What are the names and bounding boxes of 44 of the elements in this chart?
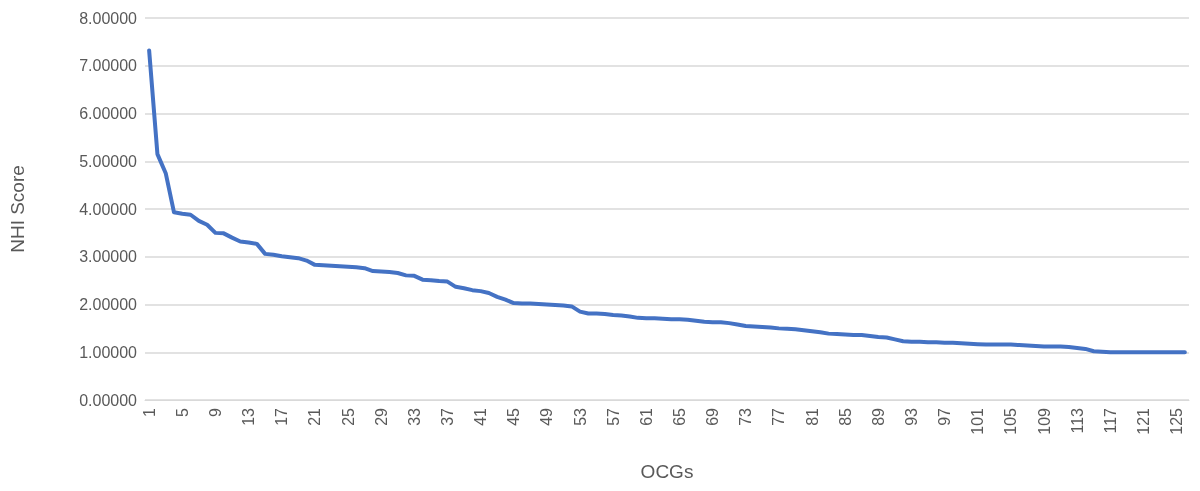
x-tick-label: 41 xyxy=(472,407,490,426)
y-tick-label: 5.00000 xyxy=(79,152,138,170)
y-tick-label: 7.00000 xyxy=(79,57,138,75)
x-tick-label: 5 xyxy=(173,407,191,417)
y-tick-label: 8.00000 xyxy=(79,9,138,27)
x-tick-label: 21 xyxy=(306,407,324,426)
x-tick-label: 81 xyxy=(803,407,821,426)
x-tick-label: 49 xyxy=(538,407,556,426)
line-series xyxy=(147,48,1187,355)
x-tick-label: 45 xyxy=(505,407,523,426)
x-tick-label: 73 xyxy=(737,407,755,426)
x-tick-label: 33 xyxy=(405,407,423,426)
x-tick-label: 37 xyxy=(438,407,456,426)
y-tick-label: 0.00000 xyxy=(79,391,138,409)
x-tick-label: 61 xyxy=(637,407,655,426)
x-tick-label: 85 xyxy=(836,407,854,426)
y-tick-label: 2.00000 xyxy=(79,296,138,313)
x-tick-label: 97 xyxy=(936,407,954,426)
x-tick-label: 29 xyxy=(372,407,390,426)
x-tick-label: 105 xyxy=(1002,407,1020,435)
y-tick-label: 3.00000 xyxy=(79,248,138,266)
x-tick-label: 17 xyxy=(273,407,291,426)
y-tick-label: 4.00000 xyxy=(79,200,138,218)
x-tick-label: 77 xyxy=(770,407,788,426)
x-tick-label: 93 xyxy=(902,407,920,426)
x-tick-label: 113 xyxy=(1068,407,1086,434)
x-tick-label: 121 xyxy=(1134,407,1152,435)
y-tick-label: 1.00000 xyxy=(79,343,138,361)
x-tick-label: 69 xyxy=(704,407,722,426)
x-tick-label: 13 xyxy=(240,407,258,426)
x-tick-label: 101 xyxy=(969,407,987,435)
x-tick-label: 1 xyxy=(140,407,158,417)
x-tick-label: 65 xyxy=(670,407,688,426)
y-axis-title: NHI Score xyxy=(7,165,28,253)
x-tick-label: 109 xyxy=(1035,407,1053,435)
y-tick-label: 6.00000 xyxy=(79,105,138,122)
x-axis-title: OCGs xyxy=(640,461,694,482)
x-tick-label: 53 xyxy=(571,407,589,426)
x-tick-label: 57 xyxy=(604,407,622,426)
x-tick-label: 117 xyxy=(1101,407,1119,434)
x-tick-label: 89 xyxy=(869,407,887,426)
x-tick-label: 25 xyxy=(339,407,357,426)
x-tick-label: 9 xyxy=(206,407,224,417)
x-tick-label: 125 xyxy=(1168,407,1186,435)
